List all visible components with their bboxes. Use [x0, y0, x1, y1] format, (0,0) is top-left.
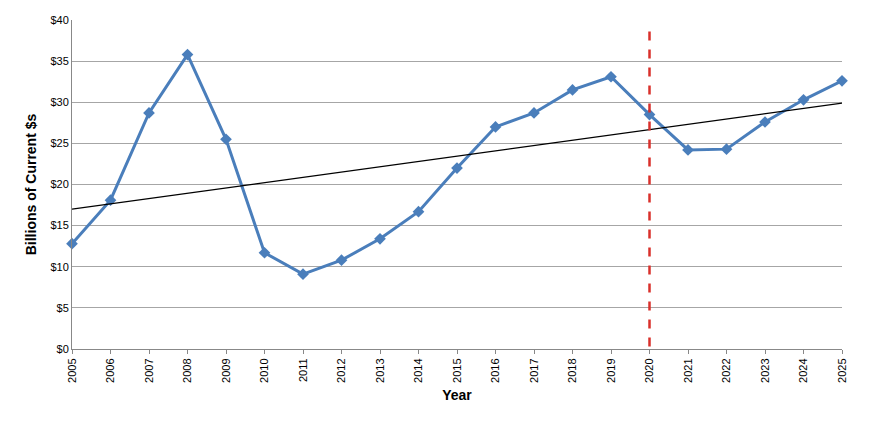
svg-text:2017: 2017 [528, 358, 540, 382]
svg-text:2011: 2011 [297, 358, 309, 382]
svg-text:$40: $40 [50, 14, 68, 26]
svg-text:$20: $20 [50, 178, 68, 190]
svg-text:2007: 2007 [143, 358, 155, 382]
svg-text:2009: 2009 [220, 358, 232, 382]
svg-text:2021: 2021 [682, 358, 694, 382]
svg-text:2006: 2006 [104, 358, 116, 382]
svg-text:Year: Year [442, 387, 472, 403]
svg-text:2005: 2005 [66, 358, 78, 382]
svg-text:$5: $5 [57, 302, 69, 314]
svg-text:$25: $25 [50, 137, 68, 149]
svg-text:2023: 2023 [759, 358, 771, 382]
svg-text:2020: 2020 [643, 358, 655, 382]
svg-text:2018: 2018 [566, 358, 578, 382]
svg-text:2013: 2013 [374, 358, 386, 382]
svg-text:2012: 2012 [335, 358, 347, 382]
svg-text:$30: $30 [50, 96, 68, 108]
svg-text:2019: 2019 [605, 358, 617, 382]
svg-text:2008: 2008 [181, 358, 193, 382]
svg-text:$0: $0 [57, 343, 69, 355]
svg-text:Billions of Current $s: Billions of Current $s [23, 114, 39, 256]
svg-text:2024: 2024 [797, 358, 809, 382]
svg-text:$35: $35 [50, 55, 68, 67]
svg-text:2022: 2022 [720, 358, 732, 382]
svg-text:2015: 2015 [451, 358, 463, 382]
svg-text:$15: $15 [50, 219, 68, 231]
svg-text:2016: 2016 [489, 358, 501, 382]
svg-text:2014: 2014 [412, 358, 424, 382]
svg-text:2025: 2025 [836, 358, 848, 382]
svg-text:$10: $10 [50, 261, 68, 273]
svg-text:2010: 2010 [258, 358, 270, 382]
